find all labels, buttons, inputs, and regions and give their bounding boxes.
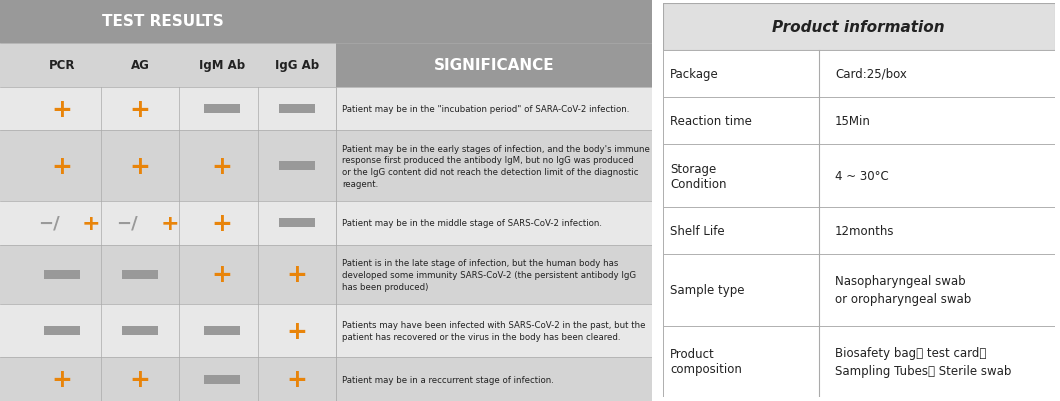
Text: +: + (52, 97, 72, 121)
Text: Patient is in the late stage of infection, but the human body has
developed some: Patient is in the late stage of infectio… (342, 258, 636, 291)
Text: 12months: 12months (835, 225, 895, 237)
Text: +: + (82, 213, 101, 233)
Text: +: + (129, 97, 151, 121)
Text: Patient may be in a reccurrent stage of infection.: Patient may be in a reccurrent stage of … (342, 375, 554, 384)
Bar (0, 357, 652, 401)
Text: +: + (52, 367, 72, 391)
Text: Product
composition: Product composition (670, 347, 742, 375)
Text: +: + (286, 263, 307, 287)
Text: +: + (286, 367, 307, 391)
Text: +: + (286, 319, 307, 342)
Text: IgG Ab: IgG Ab (275, 59, 319, 72)
Text: Patient may be in the middle stage of SARS-CoV-2 infection.: Patient may be in the middle stage of SA… (342, 219, 602, 228)
Text: +: + (211, 154, 232, 178)
Text: +: + (52, 154, 72, 178)
Text: Patient may be in the early stages of infection, and the body's immune
response : Patient may be in the early stages of in… (342, 144, 650, 188)
Text: Product information: Product information (773, 20, 944, 35)
Text: Reaction time: Reaction time (670, 115, 753, 128)
Bar (122, 326, 158, 335)
Bar (662, 98, 1055, 144)
Bar (0, 87, 652, 131)
Bar (279, 105, 315, 114)
Text: Nasopharyngeal swab
or oropharyngeal swab: Nasopharyngeal swab or oropharyngeal swa… (835, 275, 971, 306)
Text: Biosafety bag、 test card、
Sampling Tubes、 Sterile swab: Biosafety bag、 test card、 Sampling Tubes… (835, 346, 1011, 377)
Bar (662, 144, 1055, 208)
Bar (0, 131, 652, 201)
Bar (279, 162, 315, 171)
Text: +: + (211, 211, 232, 235)
Bar (279, 219, 315, 228)
Bar (662, 326, 1055, 397)
Bar (204, 105, 240, 114)
Bar (662, 208, 1055, 255)
Text: +: + (129, 154, 151, 178)
Text: +: + (129, 367, 151, 391)
Bar (662, 51, 1055, 98)
Bar (204, 326, 240, 335)
Text: +: + (160, 213, 179, 233)
Bar (0, 44, 652, 87)
Text: +: + (211, 263, 232, 287)
Bar (45, 270, 80, 279)
Text: IgM Ab: IgM Ab (198, 59, 245, 72)
Bar (662, 4, 1055, 51)
Text: AG: AG (130, 59, 149, 72)
Text: TEST RESULTS: TEST RESULTS (102, 14, 224, 29)
Text: Storage
Condition: Storage Condition (670, 162, 727, 190)
Bar (122, 270, 158, 279)
Text: −/: −/ (38, 214, 59, 232)
Bar (45, 326, 80, 335)
Bar (0, 245, 652, 304)
Text: SIGNIFICANCE: SIGNIFICANCE (434, 58, 554, 73)
Text: −/: −/ (117, 214, 138, 232)
Text: Shelf Life: Shelf Life (670, 225, 725, 237)
Bar (204, 375, 240, 383)
Text: Patient may be in the "incubation period" of SARA-CoV-2 infection.: Patient may be in the "incubation period… (342, 105, 630, 114)
Text: 15Min: 15Min (835, 115, 871, 128)
Bar (0, 201, 652, 245)
Bar (662, 255, 1055, 326)
Bar (0, 304, 652, 357)
Text: Package: Package (670, 68, 719, 81)
Bar (0, 0, 652, 44)
Bar (336, 44, 652, 87)
Text: Patients may have been infected with SARS-CoV-2 in the past, but the
patient has: Patients may have been infected with SAR… (342, 320, 646, 341)
Text: PCR: PCR (49, 59, 75, 72)
Text: 4 ~ 30°C: 4 ~ 30°C (835, 170, 889, 182)
Text: Sample type: Sample type (670, 284, 745, 297)
Text: Card:25/box: Card:25/box (835, 68, 907, 81)
